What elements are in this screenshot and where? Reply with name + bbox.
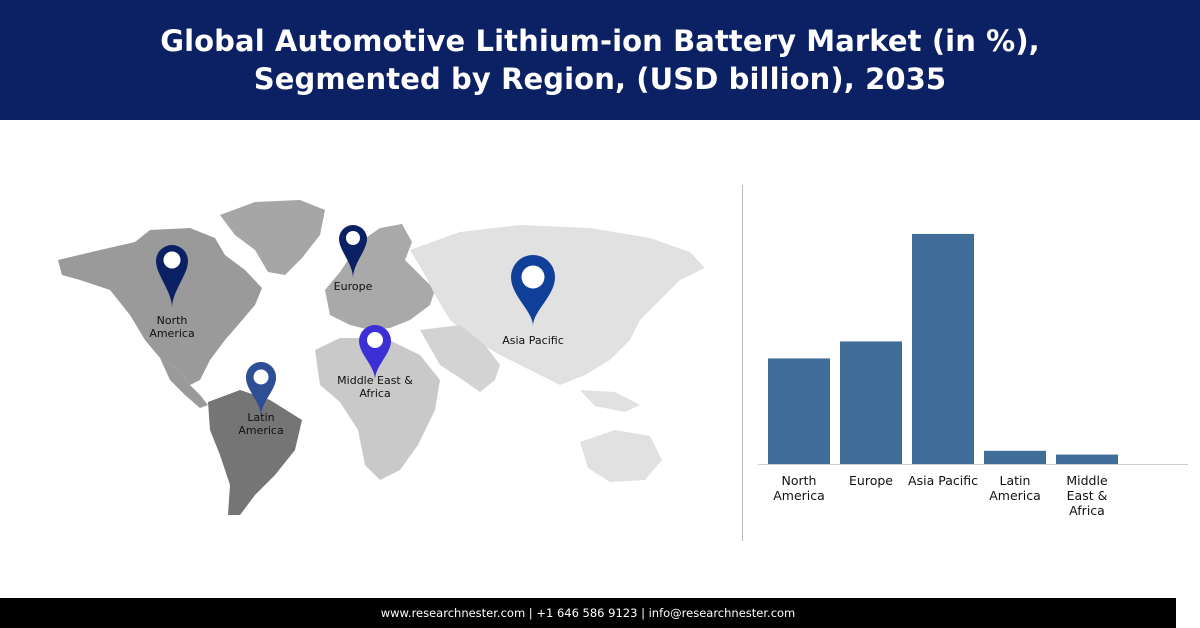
bar-4 bbox=[1056, 454, 1118, 464]
map-pin-icon bbox=[511, 255, 555, 326]
pin-latin-america[interactable] bbox=[245, 361, 277, 417]
header-banner: Global Automotive Lithium-ion Battery Ma… bbox=[0, 0, 1200, 120]
bar-3 bbox=[984, 450, 1046, 464]
title-line-2: Segmented by Region, (USD billion), 2035 bbox=[253, 62, 947, 96]
pin-label-north-america: North America bbox=[149, 314, 195, 340]
north-america-shape bbox=[58, 228, 262, 385]
pin-label-europe: Europe bbox=[333, 280, 373, 293]
map-pin-icon bbox=[359, 325, 391, 380]
pin-middle-east-africa[interactable] bbox=[359, 325, 391, 380]
bar-chart: North America Europe Asia Pacific Latin Ameri… bbox=[750, 180, 1190, 540]
x-tick-label-4: Middle East & Africa bbox=[1066, 473, 1108, 518]
world-map: North America Europe Asia Pacific Middle… bbox=[40, 180, 720, 530]
central-america-shape bbox=[160, 358, 208, 408]
vertical-divider bbox=[742, 185, 743, 541]
pin-asia-pacific[interactable] bbox=[511, 255, 555, 326]
africa-shape bbox=[315, 338, 440, 480]
footer-contact-text: www.researchnester.com | +1 646 586 9123… bbox=[380, 606, 796, 620]
pin-label-middle-east-africa: Middle East & Africa bbox=[337, 374, 413, 400]
southeast-asia-shape bbox=[580, 390, 640, 412]
pin-north-america[interactable] bbox=[156, 245, 188, 308]
title-line-1: Global Automotive Lithium-ion Battery Ma… bbox=[160, 24, 1040, 58]
map-pin-icon bbox=[339, 225, 367, 278]
greenland-shape bbox=[220, 200, 325, 275]
bar-2 bbox=[912, 233, 974, 464]
map-pin-icon bbox=[245, 361, 277, 417]
x-tick-label-2: Asia Pacific bbox=[908, 473, 978, 488]
world-map-graphic bbox=[58, 200, 705, 515]
pin-label-latin-america: Latin America bbox=[238, 411, 284, 437]
footer-bar: www.researchnester.com | +1 646 586 9123… bbox=[0, 598, 1176, 628]
pin-label-asia-pacific: Asia Pacific bbox=[502, 334, 564, 347]
bar-0 bbox=[768, 358, 830, 464]
australia-shape bbox=[580, 430, 662, 482]
middle-east-shape bbox=[420, 325, 500, 392]
x-tick-label-3: Latin America bbox=[989, 473, 1041, 503]
europe-shape bbox=[325, 224, 435, 330]
pin-europe[interactable] bbox=[339, 225, 367, 278]
bar-1 bbox=[840, 341, 902, 464]
x-tick-label-0: North America bbox=[773, 473, 825, 503]
south-america-shape bbox=[208, 390, 302, 515]
x-tick-label-1: Europe bbox=[849, 473, 893, 488]
bar-chart-svg: North America Europe Asia Pacific Latin Ameri… bbox=[758, 233, 1188, 518]
